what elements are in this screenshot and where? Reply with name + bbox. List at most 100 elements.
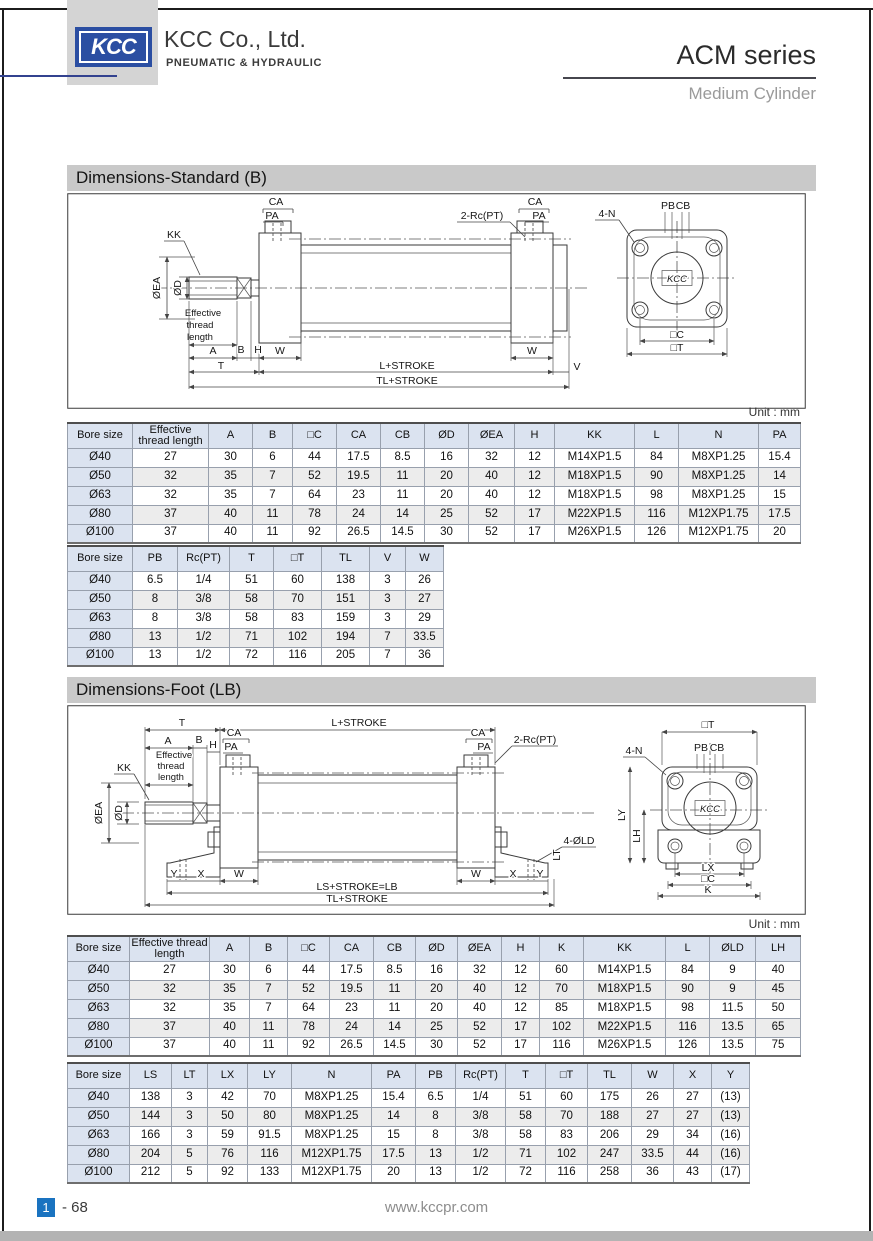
table-cell: 40 (468, 485, 515, 506)
table-cell: 5 (171, 1163, 208, 1184)
table-cell: 30 (415, 1036, 458, 1057)
table-cell: 29 (405, 608, 444, 629)
dim-label-kk: KK (167, 229, 181, 241)
dim-label-cb: CB (676, 200, 691, 212)
column-header: PA (758, 422, 801, 449)
table-cell: 78 (292, 504, 337, 525)
table-row: Ø40 27 30 6 44 17.5 8.5 16 32 12 M14XP1.5 84 M8XP1.2… (67, 447, 801, 468)
dim-label-od: ØD (172, 280, 184, 296)
table-cell: 44 (287, 960, 330, 981)
header-rule-left (0, 75, 117, 77)
table-cell: 102 (273, 627, 322, 648)
table-cell: 1/2 (455, 1163, 506, 1184)
dim-label-v: V (573, 361, 580, 373)
table-cell: 116 (634, 504, 679, 525)
table-row: Ø100 37 40 11 92 26.5 14.5 30 52 17 M26XP1.5 126 M12… (67, 523, 801, 544)
table-cell: M22XP1.5 (583, 1017, 666, 1038)
dim-label-4n: 4-N (626, 745, 643, 757)
table-cell: 1/4 (177, 570, 230, 591)
column-header: KK (554, 422, 635, 449)
kcc-logo: KCC (75, 27, 152, 67)
dim-label-pb: PB (661, 200, 675, 212)
table-cell: 70 (539, 979, 584, 1000)
dim-label-lh: LH (631, 829, 643, 842)
row-header: Ø40 (67, 447, 133, 468)
note-effective-3: length (187, 332, 213, 343)
table-cell: 126 (665, 1036, 710, 1057)
table-cell: 37 (132, 523, 209, 544)
table-cell: 24 (336, 504, 381, 525)
table-cell: 60 (539, 960, 584, 981)
table-cell: 258 (587, 1163, 632, 1184)
table-cell: 11 (252, 504, 293, 525)
table-cell: 17 (501, 1017, 540, 1038)
page-number: - 68 (62, 1199, 88, 1216)
dim-label-w: W (275, 345, 285, 357)
foot-dim-table-2: Bore size LS LT LX LY N PA PB Rc(PT) T □T TL W X Y Ø40 1… (67, 1062, 750, 1184)
table-cell: 194 (321, 627, 370, 648)
table-cell: 206 (587, 1125, 632, 1146)
table-cell: M12XP1.75 (678, 523, 759, 544)
row-header: Ø63 (67, 998, 130, 1019)
table-cell: 84 (634, 447, 679, 468)
table-cell: 9 (709, 979, 756, 1000)
column-header: A (208, 422, 253, 449)
table-cell: 12 (514, 466, 555, 487)
kcc-logo-mark: KCC (700, 804, 720, 815)
standard-dim-table-2: Bore size PB Rc(PT) T □T TL V W Ø40 6.5 1/4 51 60 138… (67, 545, 444, 667)
dim-label-h: H (209, 739, 217, 751)
column-header: T (229, 545, 274, 572)
column-header: CA (336, 422, 381, 449)
table-cell: 3 (171, 1106, 208, 1127)
unit-label: Unit : mm (748, 917, 800, 931)
table-cell: 19.5 (336, 466, 381, 487)
row-header: Ø40 (67, 1087, 130, 1108)
dim-label-a: A (164, 735, 171, 747)
page-number-badge: 1 (37, 1198, 55, 1217)
table-row: Ø40 138 3 42 70 M8XP1.25 15.4 6.5 1/4 51 60 175 26 27… (67, 1087, 750, 1108)
page-border-top (0, 8, 873, 10)
table-cell: 58 (505, 1106, 546, 1127)
column-header: LX (207, 1062, 248, 1089)
table-cell: 11 (249, 1017, 288, 1038)
table-cell: 159 (321, 608, 370, 629)
table-cell: 6.5 (132, 570, 178, 591)
table-cell: 70 (247, 1087, 292, 1108)
column-header: LY (247, 1062, 292, 1089)
table-cell: M8XP1.25 (678, 466, 759, 487)
table-row: Ø50 32 35 7 52 19.5 11 20 40 12 70 M18XP1.5 90 9 45 (67, 979, 801, 1000)
table-cell: 14 (380, 504, 425, 525)
table-cell: 11 (373, 998, 416, 1019)
table-cell: 65 (755, 1017, 801, 1038)
column-header: L (634, 422, 679, 449)
column-header: K (539, 935, 584, 962)
header-row: Bore size Effective thread length A B □C CA CB… (67, 935, 801, 962)
table-cell: 71 (505, 1144, 546, 1165)
table-cell: M8XP1.25 (678, 447, 759, 468)
table-cell: 29 (631, 1125, 674, 1146)
table-cell: M26XP1.5 (583, 1036, 666, 1057)
table-cell: M8XP1.25 (291, 1125, 372, 1146)
table-cell: 138 (321, 570, 370, 591)
company-name: KCC Co., Ltd. (164, 26, 306, 52)
header-row: Bore size PB Rc(PT) T □T TL V W (67, 545, 444, 572)
table-cell: 26.5 (336, 523, 381, 544)
column-header: A (209, 935, 250, 962)
column-header: B (252, 422, 293, 449)
table-cell: 32 (132, 466, 209, 487)
table-cell: 51 (229, 570, 274, 591)
table-cell: 27 (631, 1106, 674, 1127)
table-cell: 3 (369, 589, 406, 610)
table-cell: 51 (505, 1087, 546, 1108)
table-cell: 3 (171, 1087, 208, 1108)
column-header: Effective thread length (129, 935, 210, 962)
table-cell: M12XP1.75 (291, 1144, 372, 1165)
table-cell: M8XP1.25 (291, 1087, 372, 1108)
table-cell: (13) (711, 1087, 750, 1108)
series-title: ACM series (676, 40, 816, 70)
dim-label-t: T (179, 717, 186, 729)
table-cell: 3/8 (177, 589, 230, 610)
column-header: □T (545, 1062, 588, 1089)
table-cell: 36 (405, 646, 444, 667)
column-header: ØD (415, 935, 458, 962)
